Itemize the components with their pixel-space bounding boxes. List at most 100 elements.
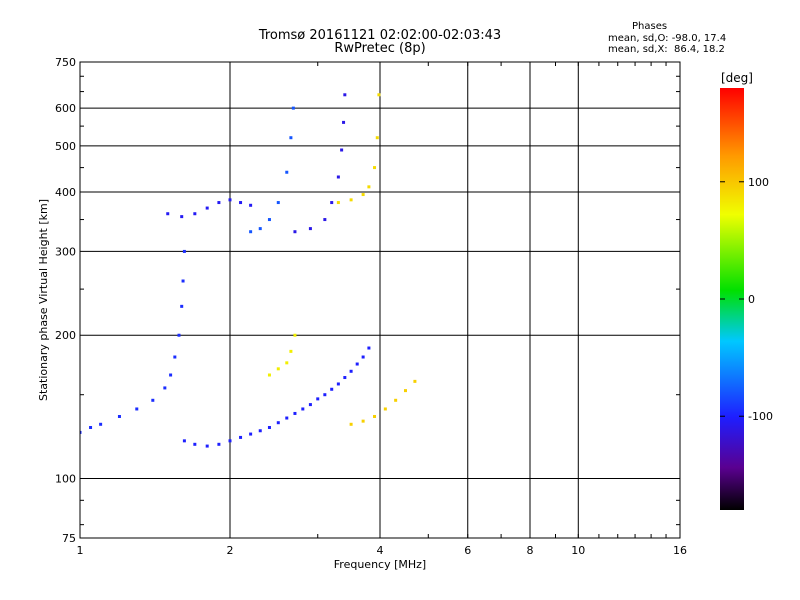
chart-subtitle: RwPretec (8p) — [334, 41, 426, 56]
phase-stats-o-mode: mean, sd,O: -98.0, 17.4 — [608, 33, 727, 44]
data-point — [342, 120, 346, 124]
data-point — [343, 376, 347, 380]
trace — [249, 106, 295, 234]
y-tick-label: 400 — [55, 186, 76, 199]
data-point — [182, 439, 186, 443]
colorbar-tick-label: -100 — [748, 410, 773, 423]
data-point — [135, 407, 139, 411]
data-point — [180, 215, 184, 219]
data-point — [217, 442, 221, 446]
data-point — [377, 93, 381, 97]
data-point — [267, 373, 271, 377]
data-point — [166, 212, 170, 216]
trace — [166, 198, 253, 219]
colorbar-tick-label: 0 — [748, 293, 755, 306]
data-point — [228, 439, 232, 443]
y-axis-label: Stationary phase Virtual Height [km] — [37, 199, 50, 401]
data-point — [285, 170, 289, 174]
data-point — [373, 166, 377, 170]
data-point — [99, 422, 103, 426]
y-tick-label: 75 — [62, 532, 76, 545]
data-point — [383, 407, 387, 411]
data-point — [413, 379, 417, 383]
trace — [293, 93, 347, 234]
data-point — [205, 444, 209, 448]
data-point — [276, 421, 280, 425]
data-point — [285, 416, 289, 420]
y-tick-label: 200 — [55, 329, 76, 342]
data-point — [205, 206, 209, 210]
data-point — [330, 201, 334, 205]
data-point — [258, 227, 262, 231]
y-tick-label: 500 — [55, 140, 76, 153]
data-point — [193, 442, 197, 446]
grid-lines — [80, 62, 680, 538]
data-point — [163, 386, 167, 390]
data-point — [361, 419, 365, 423]
data-point — [323, 218, 327, 222]
x-tick-label: 2 — [227, 544, 234, 557]
data-point — [151, 398, 155, 402]
x-tick-label: 8 — [527, 544, 534, 557]
data-point — [217, 201, 221, 205]
data-point — [276, 367, 280, 371]
data-point — [249, 432, 253, 436]
data-point — [340, 148, 344, 152]
axis-ticks: 1 2 4 6 8 10 16 75 100 200 300 400 500 600 750 — [55, 56, 687, 557]
data-point — [361, 193, 365, 197]
data-point — [394, 398, 398, 402]
data-point — [258, 429, 262, 433]
colorbar-tick-label: 100 — [748, 176, 769, 189]
data-point — [293, 333, 297, 337]
data-point — [193, 212, 197, 216]
chart-title: Tromsø 20161121 02:02:00-02:03:43 — [258, 28, 502, 43]
data-point — [349, 369, 353, 373]
colorbar-ticks: 100 0 -100 — [720, 176, 773, 423]
data-point — [355, 362, 359, 366]
data-point — [239, 435, 243, 439]
data-point — [361, 355, 365, 359]
x-tick-label: 1 — [77, 544, 84, 557]
data-point — [249, 230, 253, 234]
trace — [80, 249, 186, 434]
data-point — [293, 411, 297, 415]
data-point — [289, 136, 293, 140]
data-point — [180, 304, 184, 308]
y-tick-label: 750 — [55, 56, 76, 69]
data-point — [375, 136, 379, 140]
data-point — [80, 430, 82, 434]
x-tick-label: 6 — [464, 544, 471, 557]
y-tick-label: 100 — [55, 473, 76, 486]
data-point — [239, 201, 243, 205]
data-point — [267, 218, 271, 222]
data-point — [323, 393, 327, 397]
data-point — [343, 93, 347, 97]
data-point — [89, 425, 93, 429]
x-tick-label: 16 — [673, 544, 687, 557]
data-point — [349, 422, 353, 426]
data-point — [336, 175, 340, 179]
data-point — [308, 227, 312, 231]
trace — [267, 333, 297, 377]
data-point — [336, 382, 340, 386]
data-point — [336, 201, 340, 205]
trace — [182, 346, 371, 448]
data-point — [293, 230, 297, 234]
phase-stats-header: Phases — [632, 21, 668, 32]
colorbar-label: [deg] — [721, 71, 753, 85]
data-points — [80, 93, 417, 448]
data-point — [373, 414, 377, 418]
data-point — [117, 414, 121, 418]
data-point — [181, 279, 185, 283]
data-point — [249, 203, 253, 207]
data-point — [267, 425, 271, 429]
data-point — [330, 387, 334, 391]
y-tick-label: 300 — [55, 245, 76, 258]
data-point — [182, 249, 186, 253]
data-point — [291, 106, 295, 110]
trace — [336, 93, 381, 205]
data-point — [169, 373, 173, 377]
data-point — [301, 407, 305, 411]
